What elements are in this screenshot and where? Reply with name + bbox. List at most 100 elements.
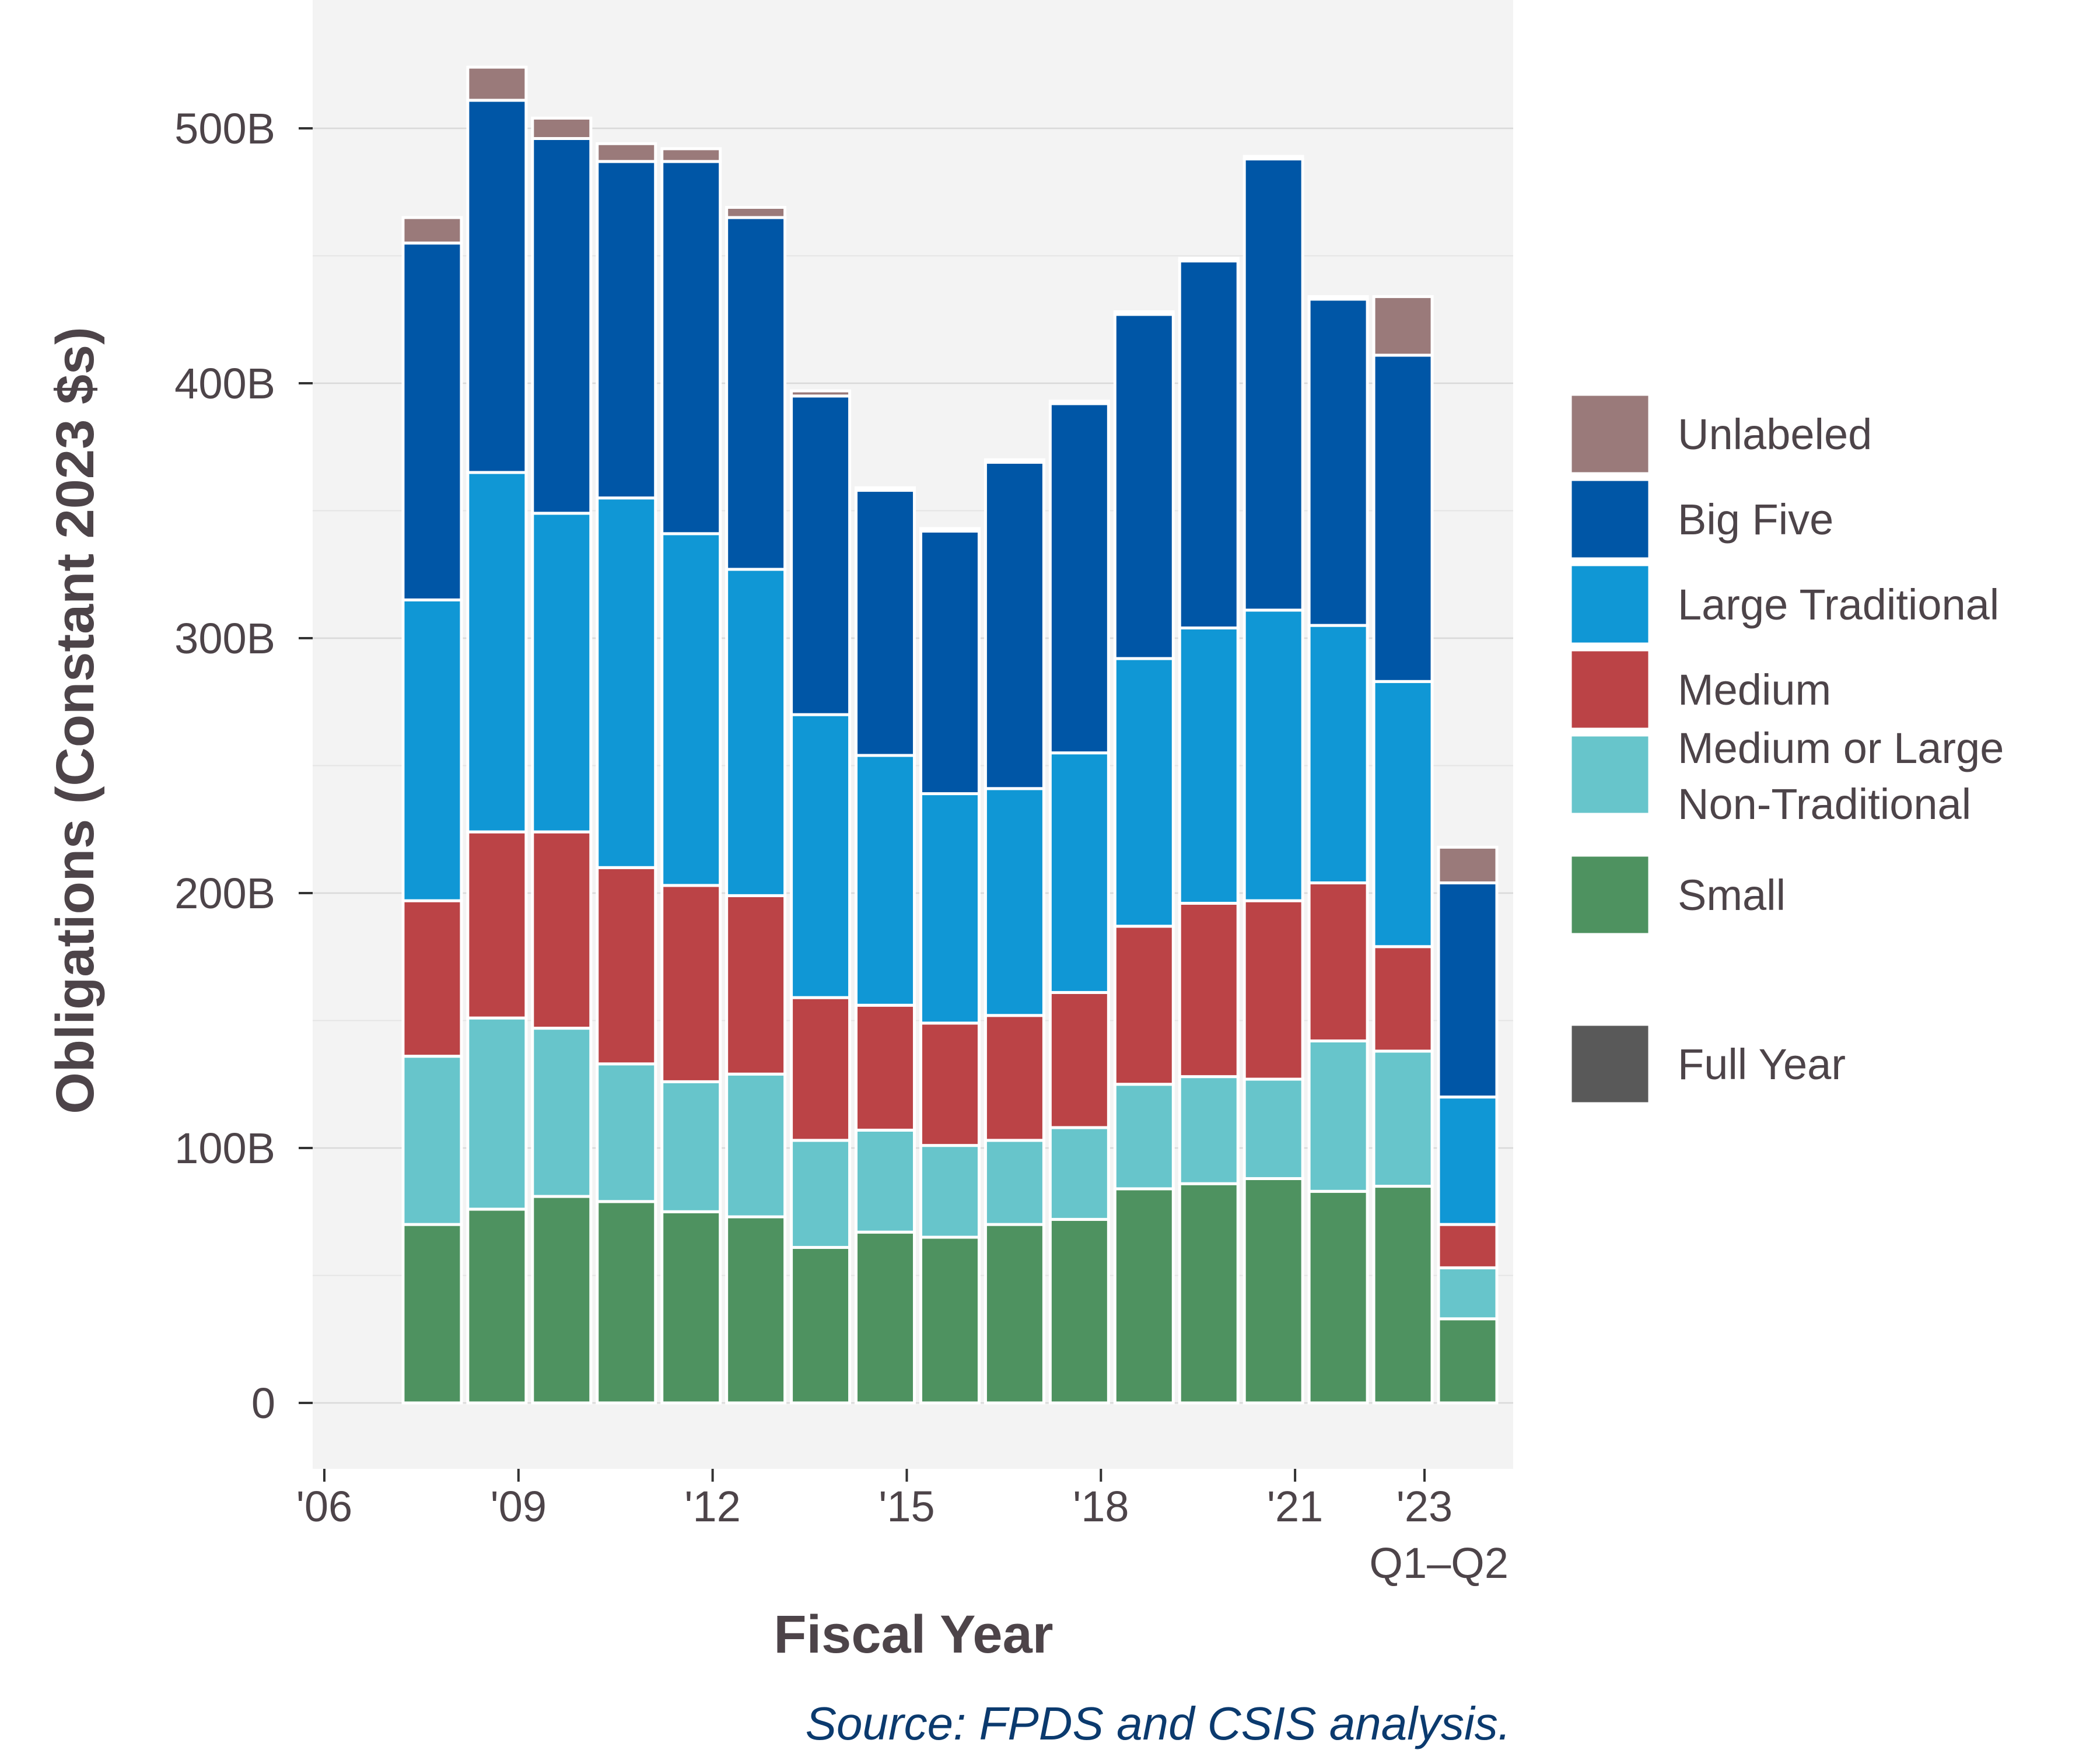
bar-segment-small-2023 [1437, 1317, 1499, 1405]
bar-segment-large-traditional-2017 [1048, 751, 1110, 994]
bar-segment-large-traditional-2020 [1242, 608, 1304, 902]
bar-segment-medium-or-large-non-traditional-2009 [531, 1027, 593, 1198]
bar-segment-large-traditional-2015 [919, 792, 981, 1025]
bar-segment-large-traditional-2019 [1178, 626, 1240, 905]
bar-segment-medium-2020 [1242, 899, 1304, 1081]
bar-segment-big-five-2013 [790, 394, 852, 716]
bar-segment-large-traditional-2014 [855, 754, 916, 1007]
bar-segment-medium-2014 [855, 1003, 916, 1132]
bar-segment-large-traditional-2012 [725, 568, 787, 897]
bar-segment-medium-or-large-non-traditional-2014 [855, 1128, 916, 1234]
legend-key-full-year [1569, 1023, 1651, 1105]
bar-segment-small-2017 [1048, 1217, 1110, 1405]
bar-segment-unlabeled-2020 [1242, 155, 1304, 160]
legend-label-full-year: Full Year [1678, 1040, 1846, 1088]
x-tick-sublabel: Q1–Q2 [1369, 1539, 1508, 1587]
legend-key-big-five [1569, 478, 1651, 561]
bar-segment-medium-2011 [660, 884, 722, 1083]
bar-segment-unlabeled-2016 [984, 458, 1045, 464]
bar-segment-large-traditional-2023 [1437, 1096, 1499, 1226]
bar-segment-large-traditional-2010 [596, 496, 657, 869]
x-tick-label: '09 [491, 1482, 547, 1531]
bar-segment-large-traditional-2016 [984, 787, 1045, 1017]
x-tick-label: '21 [1267, 1482, 1323, 1531]
bar-segment-small-2012 [725, 1215, 787, 1405]
legend-key-medium-or-large-non-traditional [1569, 733, 1651, 816]
bar-segment-unlabeled-2010 [596, 142, 657, 163]
bar-segment-medium-2019 [1178, 901, 1240, 1079]
bar-segment-unlabeled-2013 [790, 389, 852, 398]
bar-segment-medium-or-large-non-traditional-2007 [401, 1055, 463, 1226]
bar-segment-medium-or-large-non-traditional-2016 [984, 1139, 1045, 1226]
bar-segment-medium-2016 [984, 1014, 1045, 1142]
bar-segment-unlabeled-2011 [660, 147, 722, 163]
bar-segment-big-five-2009 [531, 136, 593, 515]
bar-segment-unlabeled-2019 [1178, 257, 1240, 262]
x-axis-title: Fiscal Year [774, 1605, 1053, 1664]
bars [401, 65, 1499, 1405]
bar-segment-big-five-2019 [1178, 259, 1240, 630]
bar-segment-small-2013 [790, 1245, 852, 1405]
bar-segment-medium-or-large-non-traditional-2017 [1048, 1126, 1110, 1221]
legend: Unlabeled Big Five Large Traditional Medium… [1569, 393, 2004, 1105]
bar-segment-medium-or-large-non-traditional-2021 [1307, 1039, 1369, 1193]
bar-segment-medium-or-large-non-traditional-2010 [596, 1062, 657, 1203]
x-axis: '06 '09 '12 '15 '18 '21 '23 Q1–Q2 [296, 1469, 1508, 1587]
bar-segment-small-2021 [1307, 1189, 1369, 1405]
bar-segment-big-five-2018 [1113, 313, 1175, 660]
bar-segment-big-five-2015 [919, 529, 981, 796]
bar-segment-unlabeled-2023 [1437, 845, 1499, 885]
bar-segment-small-2020 [1242, 1177, 1304, 1405]
legend-label: Big Five [1678, 495, 1833, 544]
y-axis: 0 100B 200B 300B 400B 500B [174, 104, 313, 1427]
x-tick-label: '18 [1073, 1482, 1129, 1531]
bar-segment-unlabeled-2009 [531, 117, 593, 140]
bar-segment-medium-2022 [1372, 945, 1434, 1053]
bar-segment-small-2014 [855, 1230, 916, 1405]
bar-segment-medium-2012 [725, 894, 787, 1076]
bar-segment-big-five-2011 [660, 160, 722, 536]
legend-key-unlabeled [1569, 393, 1651, 475]
bar-segment-medium-2015 [919, 1021, 981, 1147]
y-tick-label: 200B [174, 869, 275, 918]
bar-segment-big-five-2008 [466, 99, 528, 474]
bar-segment-big-five-2014 [855, 489, 916, 757]
bar-segment-large-traditional-2011 [660, 532, 722, 887]
bar-segment-unlabeled-2015 [919, 527, 981, 533]
bar-segment-large-traditional-2008 [466, 471, 528, 834]
y-tick-label: 100B [174, 1124, 275, 1172]
bar-segment-small-2019 [1178, 1182, 1240, 1405]
bar-segment-unlabeled-2022 [1372, 295, 1434, 357]
bar-segment-medium-or-large-non-traditional-2008 [466, 1016, 528, 1211]
bar-segment-big-five-2012 [725, 216, 787, 571]
legend-label: Medium [1678, 666, 1831, 714]
y-tick-label: 0 [251, 1379, 275, 1427]
bar-segment-big-five-2022 [1372, 354, 1434, 683]
source-note: Source: FPDS and CSIS analysis. [806, 1698, 1511, 1749]
bar-segment-medium-or-large-non-traditional-2012 [725, 1072, 787, 1219]
bar-segment-unlabeled-2014 [855, 486, 916, 492]
bar-segment-large-traditional-2021 [1307, 624, 1369, 885]
bar-segment-big-five-2017 [1048, 402, 1110, 755]
bar-segment-medium-or-large-non-traditional-2015 [919, 1144, 981, 1239]
bar-segment-small-2007 [401, 1223, 463, 1405]
x-tick-label: '15 [878, 1482, 935, 1531]
bar-segment-medium-2009 [531, 830, 593, 1030]
bar-segment-medium-or-large-non-traditional-2020 [1242, 1077, 1304, 1180]
bar-segment-big-five-2010 [596, 160, 657, 500]
bar-segment-small-2015 [919, 1236, 981, 1405]
legend-label: Small [1678, 871, 1786, 919]
bar-segment-medium-2021 [1307, 881, 1369, 1042]
bar-segment-large-traditional-2022 [1372, 680, 1434, 949]
legend-key-medium [1569, 648, 1651, 731]
bar-segment-large-traditional-2018 [1113, 657, 1175, 928]
bar-segment-medium-2010 [596, 866, 657, 1066]
bar-segment-small-2022 [1372, 1185, 1434, 1405]
bar-segment-large-traditional-2007 [401, 598, 463, 902]
legend-label: Large Traditional [1678, 580, 1999, 629]
bar-segment-large-traditional-2009 [531, 512, 593, 834]
bar-segment-big-five-2007 [401, 242, 463, 601]
bar-segment-medium-2013 [790, 996, 852, 1142]
